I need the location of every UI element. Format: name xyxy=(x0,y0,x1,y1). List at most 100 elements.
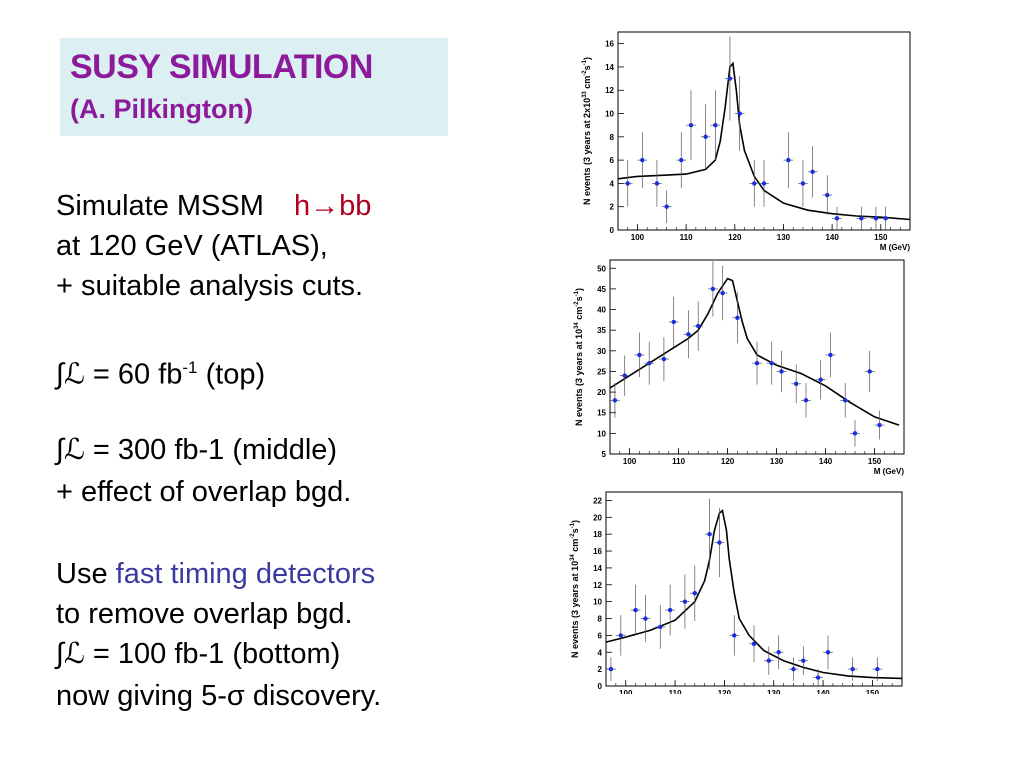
y-tick-label: 8 xyxy=(610,133,615,142)
data-point xyxy=(714,508,725,578)
data-marker xyxy=(686,332,691,337)
data-point xyxy=(856,206,867,230)
y-tick-label: 25 xyxy=(597,367,606,376)
data-point xyxy=(683,310,694,359)
data-marker xyxy=(732,633,737,638)
chart-middle-svg: 100 110 120 130 140 150 5 10 15 20 25 30 35 40 45 50 M (… xyxy=(574,259,905,476)
data-marker xyxy=(654,181,660,186)
text-line-remove: to remove overlap bgd. xyxy=(56,598,353,630)
data-point xyxy=(689,565,700,622)
data-point xyxy=(655,605,666,649)
data-point xyxy=(686,90,696,161)
text-line-1: Simulate MSSM h→bb xyxy=(56,188,371,224)
data-marker xyxy=(766,658,771,663)
data-point xyxy=(652,160,662,207)
text-line-lumi-middle: ∫ℒ = 300 fb-1 (middle) xyxy=(56,434,338,466)
data-point xyxy=(622,160,633,207)
data-point xyxy=(710,90,721,161)
data-marker xyxy=(754,360,760,366)
data-point xyxy=(788,657,799,681)
data-point xyxy=(637,132,648,189)
data-point xyxy=(872,657,883,681)
y-tick-label: 12 xyxy=(605,86,614,95)
text-lumi-60-top: (top) xyxy=(197,358,266,391)
data-marker xyxy=(818,377,823,382)
data-marker xyxy=(679,157,684,163)
data-marker xyxy=(707,531,712,537)
y-tick-label: 6 xyxy=(610,156,615,165)
y-tick-label: 50 xyxy=(597,264,606,273)
text-fast-timing: fast timing detectors xyxy=(115,558,376,590)
data-marker xyxy=(717,540,722,545)
data-marker xyxy=(735,315,740,320)
y-tick-label: 2 xyxy=(598,665,603,674)
x-tick-label: 120 xyxy=(721,457,735,466)
data-marker xyxy=(883,216,888,221)
y-tick-label: 10 xyxy=(593,598,602,607)
y-tick-label: 40 xyxy=(597,306,606,315)
x-tick-label: 140 xyxy=(819,457,833,466)
data-point xyxy=(752,341,762,385)
data-marker xyxy=(877,422,882,428)
x-axis-title: M (GeV) xyxy=(874,467,905,476)
data-marker xyxy=(761,181,767,186)
data-point xyxy=(813,669,824,686)
data-marker xyxy=(608,666,614,672)
data-marker xyxy=(658,624,663,630)
data-point xyxy=(776,350,787,393)
y-tick-label: 35 xyxy=(597,326,606,335)
text-line-lumi-top: ∫ℒ = 60 fb-1 (top) xyxy=(56,350,265,393)
data-marker xyxy=(752,181,757,186)
data-point xyxy=(640,594,651,643)
chart-bottom: 1001101201301401500246810121416182022M (… xyxy=(566,486,916,694)
y-tick-label: 5 xyxy=(602,450,607,459)
title-box: SUSY SIMULATION (A. Pilkington) xyxy=(60,38,448,136)
y-tick-label: 10 xyxy=(605,110,614,119)
text-line-use: Use fast timing detectors xyxy=(56,556,375,592)
data-marker xyxy=(640,157,645,163)
data-marker xyxy=(667,607,673,613)
x-tick-label: 140 xyxy=(816,689,830,694)
x-tick-label: 100 xyxy=(619,689,633,694)
text-line-overlap: + effect of overlap bgd. xyxy=(56,476,352,508)
data-point xyxy=(693,301,704,351)
fit-curve xyxy=(617,61,911,221)
data-marker xyxy=(692,591,697,596)
data-point xyxy=(815,359,826,400)
data-point xyxy=(807,146,818,198)
data-marker xyxy=(810,169,815,174)
data-marker xyxy=(737,111,742,116)
slide-subtitle: (A. Pilkington) xyxy=(70,94,253,124)
data-point xyxy=(665,584,676,636)
data-point xyxy=(850,420,860,447)
data-marker xyxy=(803,398,809,403)
y-axis-title: N events (3 years at 1034 cm-2s-1) xyxy=(570,520,580,658)
data-marker xyxy=(834,216,840,221)
x-tick-label: 150 xyxy=(874,233,888,242)
data-point xyxy=(763,646,774,676)
y-axis-title: N events (3 years at 1034 cm-2s-1) xyxy=(574,288,584,426)
data-point xyxy=(725,36,735,121)
x-tick-label: 130 xyxy=(770,457,784,466)
data-point xyxy=(708,261,718,317)
data-point xyxy=(732,292,743,344)
data-marker xyxy=(828,352,833,358)
data-marker xyxy=(713,122,718,128)
chart-middle: 100 110 120 130 140 150 5 10 15 20 25 30 35 40 45 50 M (… xyxy=(566,254,916,484)
y-axis-title: N events (3 years at 2x1033 cm-2s-1) xyxy=(582,57,592,205)
data-marker xyxy=(843,398,848,403)
y-tick-label: 10 xyxy=(597,429,606,438)
data-point xyxy=(822,175,833,215)
data-marker xyxy=(825,192,830,198)
data-marker xyxy=(791,666,796,672)
data-point xyxy=(773,635,784,670)
x-tick-label: 110 xyxy=(669,689,682,694)
y-tick-label: 4 xyxy=(598,648,603,657)
x-tick-label: 150 xyxy=(868,457,882,466)
fit-curve xyxy=(609,277,900,426)
data-point xyxy=(766,341,777,385)
data-marker xyxy=(647,360,652,366)
y-tick-label: 0 xyxy=(598,682,603,691)
x-tick-label: 120 xyxy=(718,689,732,694)
text-line-2: at 120 GeV (ATLAS), xyxy=(56,230,328,262)
